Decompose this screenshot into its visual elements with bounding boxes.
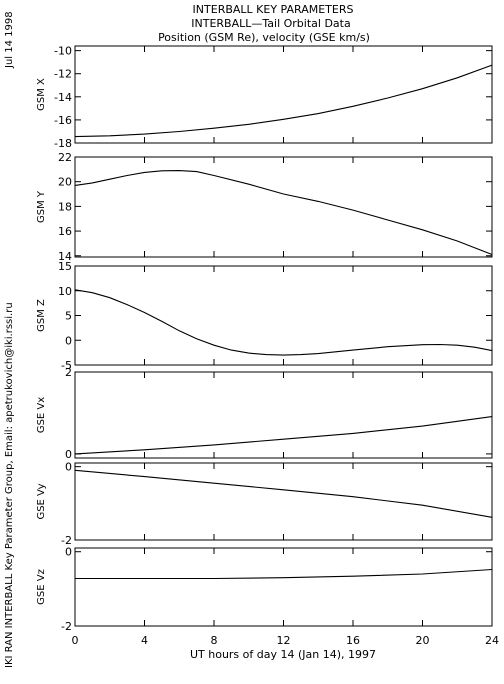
series-line-gse-vx [74,416,493,455]
panel-3: -5 0 5 10 15 GSM Z [36,260,493,372]
y-tick-label: 2 [65,366,72,379]
y-axis-label: GSE Vx [36,397,47,433]
x-tick-label: 20 [416,634,430,647]
panel-frame [74,156,493,258]
y-tick-label: 0 [65,461,72,474]
header-line-2: INTERBALL—Tail Orbital Data [191,17,350,30]
y-axis-label: GSM X [36,78,47,111]
y-tick-label: 16 [58,225,72,238]
panel-frame [74,265,493,366]
y-axis-label: GSM Y [36,190,47,223]
y-tick-label: -12 [54,68,72,81]
header-line-3: Position (GSM Re), velocity (GSE km/s) [158,31,370,44]
y-tick-label: -16 [54,114,72,127]
x-tick-label: 12 [277,634,291,647]
panel-frame [74,371,493,459]
y-tick-label: 20 [58,176,72,189]
y-tick-label: -2 [61,620,72,633]
y-tick-label: 0 [65,546,72,559]
x-axis-label: UT hours of day 14 (Jan 14), 1997 [190,648,376,661]
series-line-gsm-x [74,64,493,138]
x-tick-label: 24 [485,634,499,647]
series-line-gse-vy [74,469,493,518]
x-tick-label: 8 [211,634,218,647]
series-line-gsm-z [74,289,493,356]
y-tick-label: 10 [58,285,72,298]
y-tick-label: -10 [54,45,72,58]
y-tick-label: 0 [65,448,72,461]
y-tick-label: 14 [58,250,72,263]
panel-2: 14 16 18 20 22 GSM Y [36,151,493,263]
y-axis-label: GSE Vz [36,569,47,605]
panel-6: -2 0 GSE Vz [36,546,493,633]
panel-5: -2 0 GSE Vy [36,461,493,547]
series-line-gse-vz [75,568,493,580]
panel-1: -18 -16 -14 -12 -10 GSM X [36,45,493,150]
panel-frame [74,547,493,627]
y-tick-label: -14 [54,91,72,104]
credit-line: IKI RAN INTERBALL Key Parameter Group, E… [4,302,15,668]
y-axis-label: GSM Z [36,299,47,332]
y-tick-label: 0 [65,334,72,347]
y-tick-label: 5 [65,310,72,323]
date-stamp: Jul 14 1998 [4,11,15,69]
y-tick-label: 18 [58,200,72,213]
x-tick-label: 4 [141,634,148,647]
y-tick-label: -18 [54,137,72,150]
y-tick-label: 22 [58,151,72,164]
panel-frame [74,45,493,144]
series-line-gsm-y [74,170,493,256]
x-tick-label: 16 [346,634,360,647]
y-axis-label: GSE Vy [36,483,47,519]
y-tick-label: -5 [61,359,72,372]
panel-frame [74,462,493,541]
panel-4: 0 2 GSE Vx [36,366,493,461]
x-tick-label: 0 [72,634,79,647]
y-tick-label: 15 [58,260,72,273]
header-line-1: INTERBALL KEY PARAMETERS [193,3,354,16]
y-tick-label: -2 [61,534,72,547]
